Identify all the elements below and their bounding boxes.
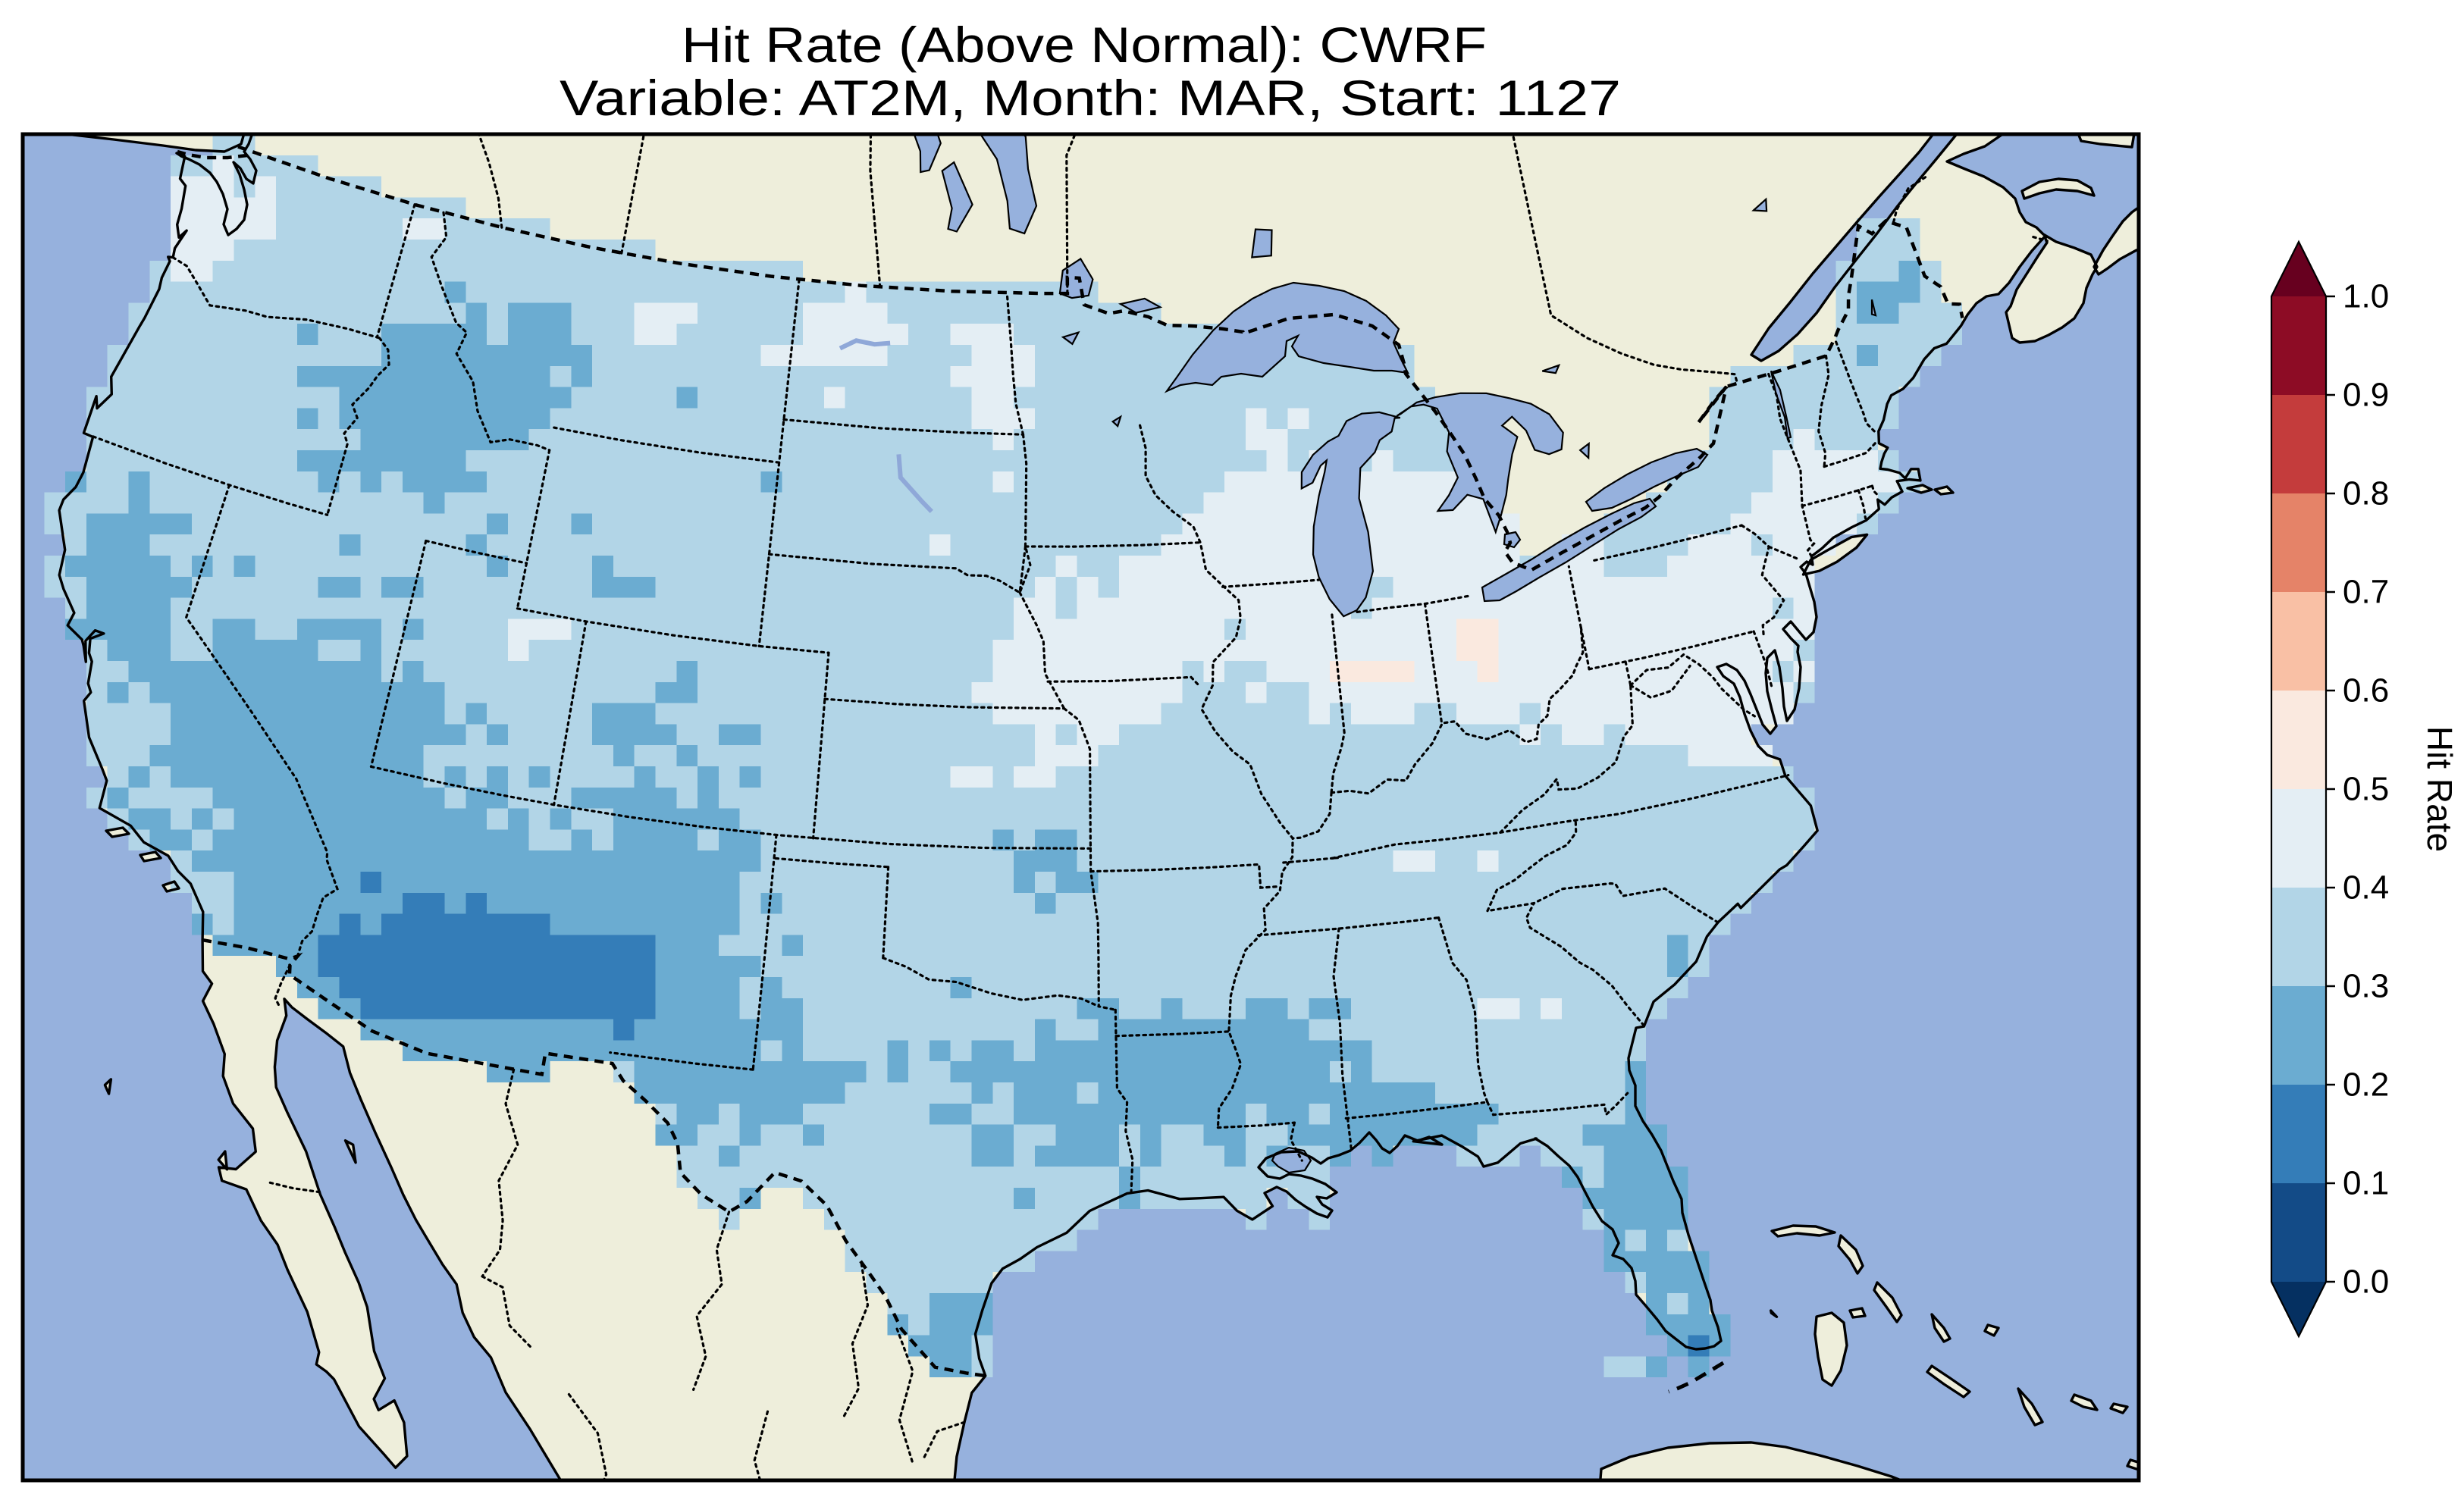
svg-text:Hit Rate: Hit Rate (2420, 726, 2459, 852)
svg-text:0.4: 0.4 (2343, 869, 2389, 907)
svg-text:Variable: AT2M, Month: MAR, St: Variable: AT2M, Month: MAR, Start: 1127 (560, 70, 1621, 126)
svg-text:0.1: 0.1 (2343, 1165, 2389, 1202)
svg-text:0.3: 0.3 (2343, 968, 2389, 1005)
svg-text:0.9: 0.9 (2343, 377, 2389, 414)
svg-text:Hit Rate (Above Normal): CWRF: Hit Rate (Above Normal): CWRF (682, 17, 1487, 73)
svg-text:0.0: 0.0 (2343, 1264, 2389, 1301)
svg-text:0.8: 0.8 (2343, 475, 2389, 512)
svg-text:0.5: 0.5 (2343, 771, 2389, 808)
svg-text:0.7: 0.7 (2343, 574, 2389, 611)
svg-text:0.6: 0.6 (2343, 672, 2389, 709)
svg-text:1.0: 1.0 (2343, 278, 2389, 315)
svg-text:0.2: 0.2 (2343, 1066, 2389, 1104)
